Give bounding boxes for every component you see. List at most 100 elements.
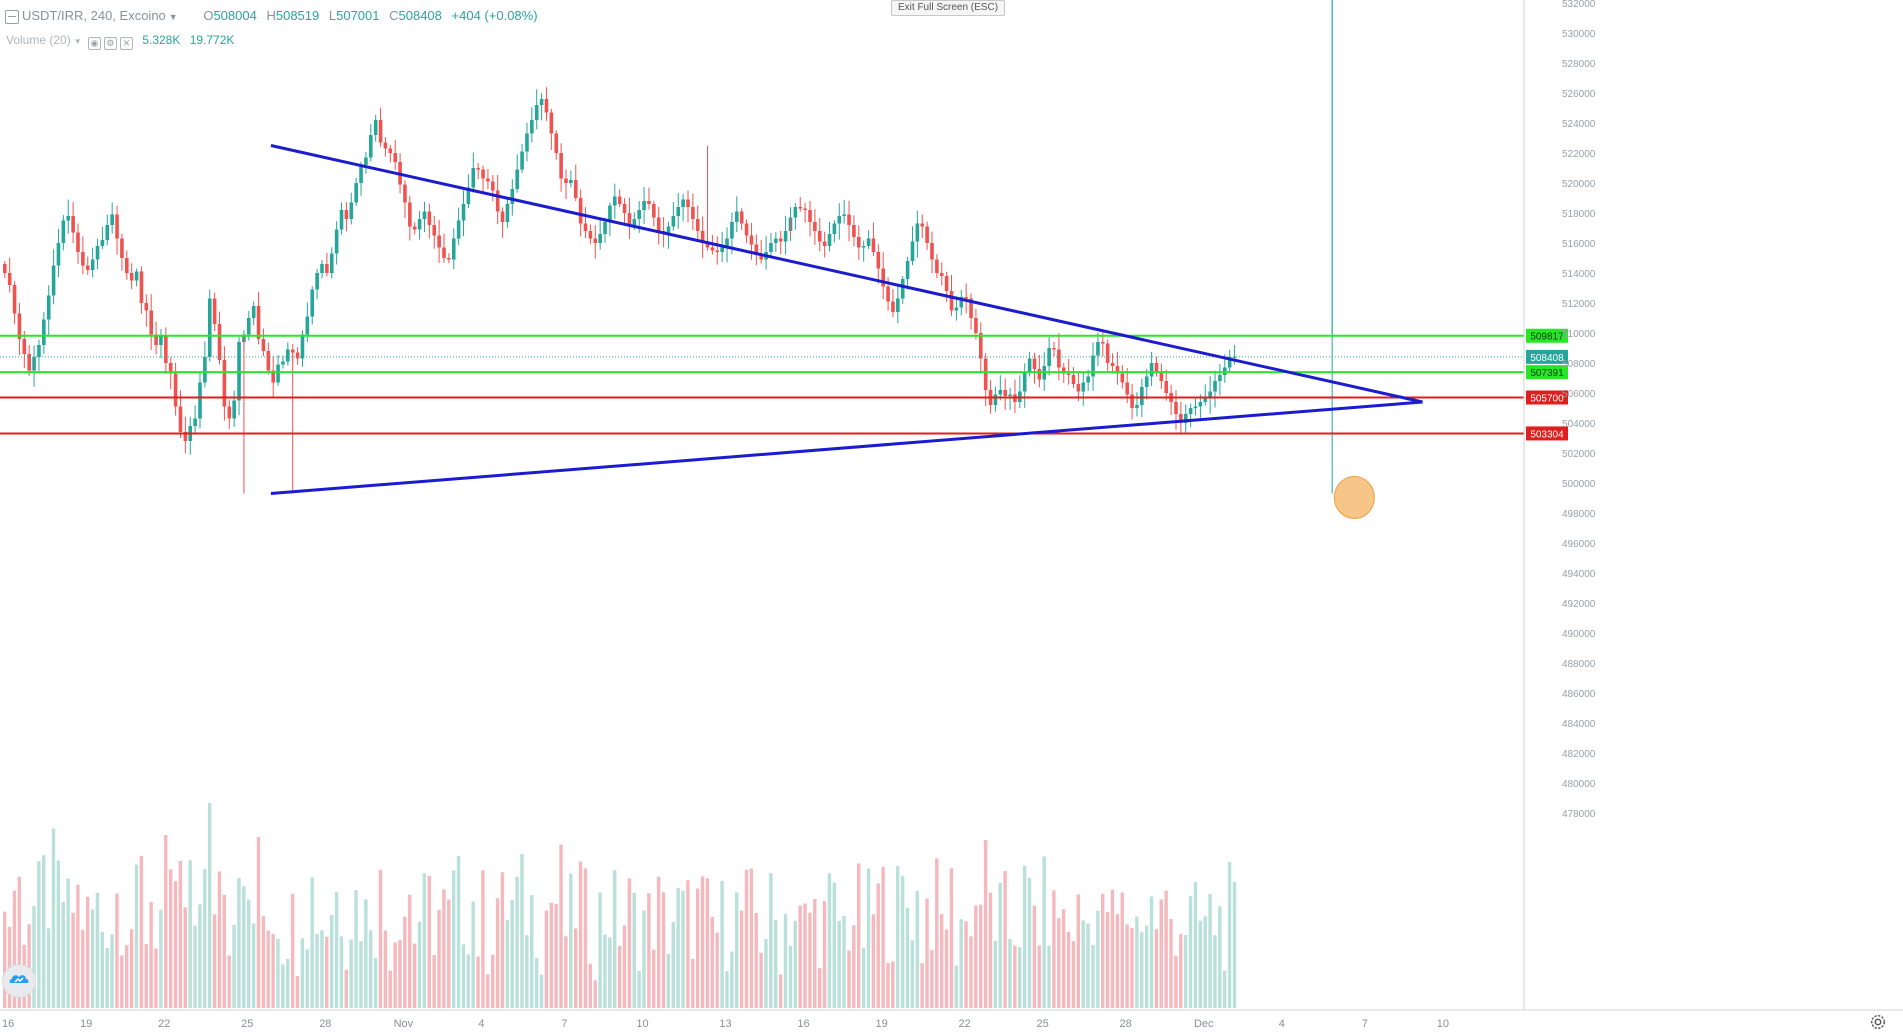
volume-bar xyxy=(447,899,451,1008)
price-tick-label: 508000 xyxy=(1562,359,1596,370)
close-icon[interactable]: ✕ xyxy=(119,37,133,50)
volume-bar xyxy=(46,928,51,1008)
candle-body xyxy=(256,306,261,339)
candle-body xyxy=(1101,342,1105,344)
volume-bar xyxy=(881,866,885,1008)
candle-body xyxy=(1198,402,1203,407)
legend-menu-icon[interactable] xyxy=(5,10,19,24)
volume-bar xyxy=(437,909,441,1008)
candle-body xyxy=(827,234,832,246)
volume-bar xyxy=(364,899,368,1008)
volume-bar xyxy=(1164,890,1168,1008)
exit-fullscreen-button[interactable]: Exit Full Screen (ESC) xyxy=(891,0,1006,16)
time-tick-label: 16 xyxy=(797,1018,809,1030)
candle-body xyxy=(871,238,876,252)
close-value: 508408 xyxy=(398,8,442,23)
chevron-down-icon[interactable]: ▼ xyxy=(73,37,82,46)
volume-bar xyxy=(588,963,592,1008)
time-tick-label: 16 xyxy=(2,1018,14,1030)
time-tick-label: 4 xyxy=(1279,1018,1285,1030)
volume-bar xyxy=(227,955,231,1008)
volume-bar xyxy=(1227,861,1232,1008)
volume-bar xyxy=(139,855,144,1008)
candle-body xyxy=(857,237,861,248)
volume-bar xyxy=(349,939,353,1008)
candle-body xyxy=(1037,369,1042,380)
volume-bar xyxy=(896,865,900,1008)
chevron-down-icon[interactable]: ▼ xyxy=(168,12,178,22)
settings-icon[interactable]: ⚙ xyxy=(103,37,117,50)
volume-bar xyxy=(1208,893,1212,1008)
candle-body xyxy=(735,211,739,222)
volume-bar xyxy=(661,892,666,1008)
price-tick-label: 526000 xyxy=(1562,89,1596,100)
volume-bar xyxy=(598,892,602,1008)
volume-bar xyxy=(744,869,749,1008)
candle-body xyxy=(476,168,480,170)
candle-body xyxy=(1008,394,1012,396)
volume-bar xyxy=(803,903,807,1008)
candle-body xyxy=(910,241,915,261)
volume-bar xyxy=(1125,924,1129,1008)
volume-bar xyxy=(544,910,549,1008)
volume-bar xyxy=(154,948,158,1008)
candle-body xyxy=(847,214,851,225)
volume-bar xyxy=(788,945,793,1008)
price-tick-label: 510000 xyxy=(1562,329,1596,340)
time-tick-label: 25 xyxy=(241,1018,253,1030)
candle-body xyxy=(378,120,383,143)
candle-body xyxy=(1120,373,1125,383)
time-tick-label: 13 xyxy=(719,1018,731,1030)
candle-body xyxy=(793,207,798,218)
volume-bar xyxy=(622,925,627,1008)
volume-bar xyxy=(725,971,729,1008)
volume-bar xyxy=(920,963,924,1008)
volume-bar xyxy=(988,892,993,1008)
candle-body xyxy=(42,319,46,345)
volume-bar xyxy=(456,855,461,1008)
gear-icon[interactable] xyxy=(1869,1013,1887,1031)
level-price-label: 505700 xyxy=(1530,394,1564,405)
candle-body xyxy=(266,351,271,371)
price-tick-label: 528000 xyxy=(1562,59,1596,70)
volume-bar xyxy=(71,912,75,1008)
volume-bar xyxy=(76,884,80,1008)
volume-bar xyxy=(417,921,422,1008)
volume-bar xyxy=(739,910,744,1008)
candle-body xyxy=(900,279,905,299)
close-label: C xyxy=(389,8,399,23)
time-tick-label: 19 xyxy=(876,1018,888,1030)
candle-body xyxy=(71,216,75,233)
candle-body xyxy=(632,219,637,225)
volume-bar xyxy=(198,904,202,1008)
volume-bar xyxy=(95,892,100,1008)
candle-body xyxy=(622,204,627,213)
candle-body xyxy=(1164,381,1169,393)
trendline xyxy=(270,144,1423,404)
symbol-title[interactable]: USDT/IRR, 240, Excoino xyxy=(22,8,166,23)
candle-body xyxy=(222,360,227,407)
candle-body xyxy=(891,301,895,312)
time-tick-label: Dec xyxy=(1194,1018,1214,1030)
candle-body xyxy=(544,99,549,113)
tradingview-logo-icon[interactable] xyxy=(3,965,35,997)
candle-body xyxy=(129,273,134,281)
volume-label[interactable]: Volume (20) xyxy=(6,33,71,47)
candle-body xyxy=(569,180,573,183)
candle-body xyxy=(7,273,12,285)
candle-body xyxy=(1227,357,1232,368)
candle-body xyxy=(530,120,534,134)
candle-body xyxy=(417,219,422,230)
candle-body xyxy=(1154,363,1159,372)
volume-value-2: 19.772K xyxy=(189,33,235,47)
volume-bar xyxy=(793,920,797,1008)
volume-bar xyxy=(1003,871,1007,1008)
candle-body xyxy=(178,406,183,432)
eye-icon[interactable]: ◉ xyxy=(87,37,101,50)
candle-body xyxy=(232,400,236,419)
candle-body xyxy=(647,201,651,204)
volume-bar xyxy=(1115,913,1120,1008)
trendline xyxy=(270,400,1423,495)
candle-body xyxy=(120,238,124,258)
